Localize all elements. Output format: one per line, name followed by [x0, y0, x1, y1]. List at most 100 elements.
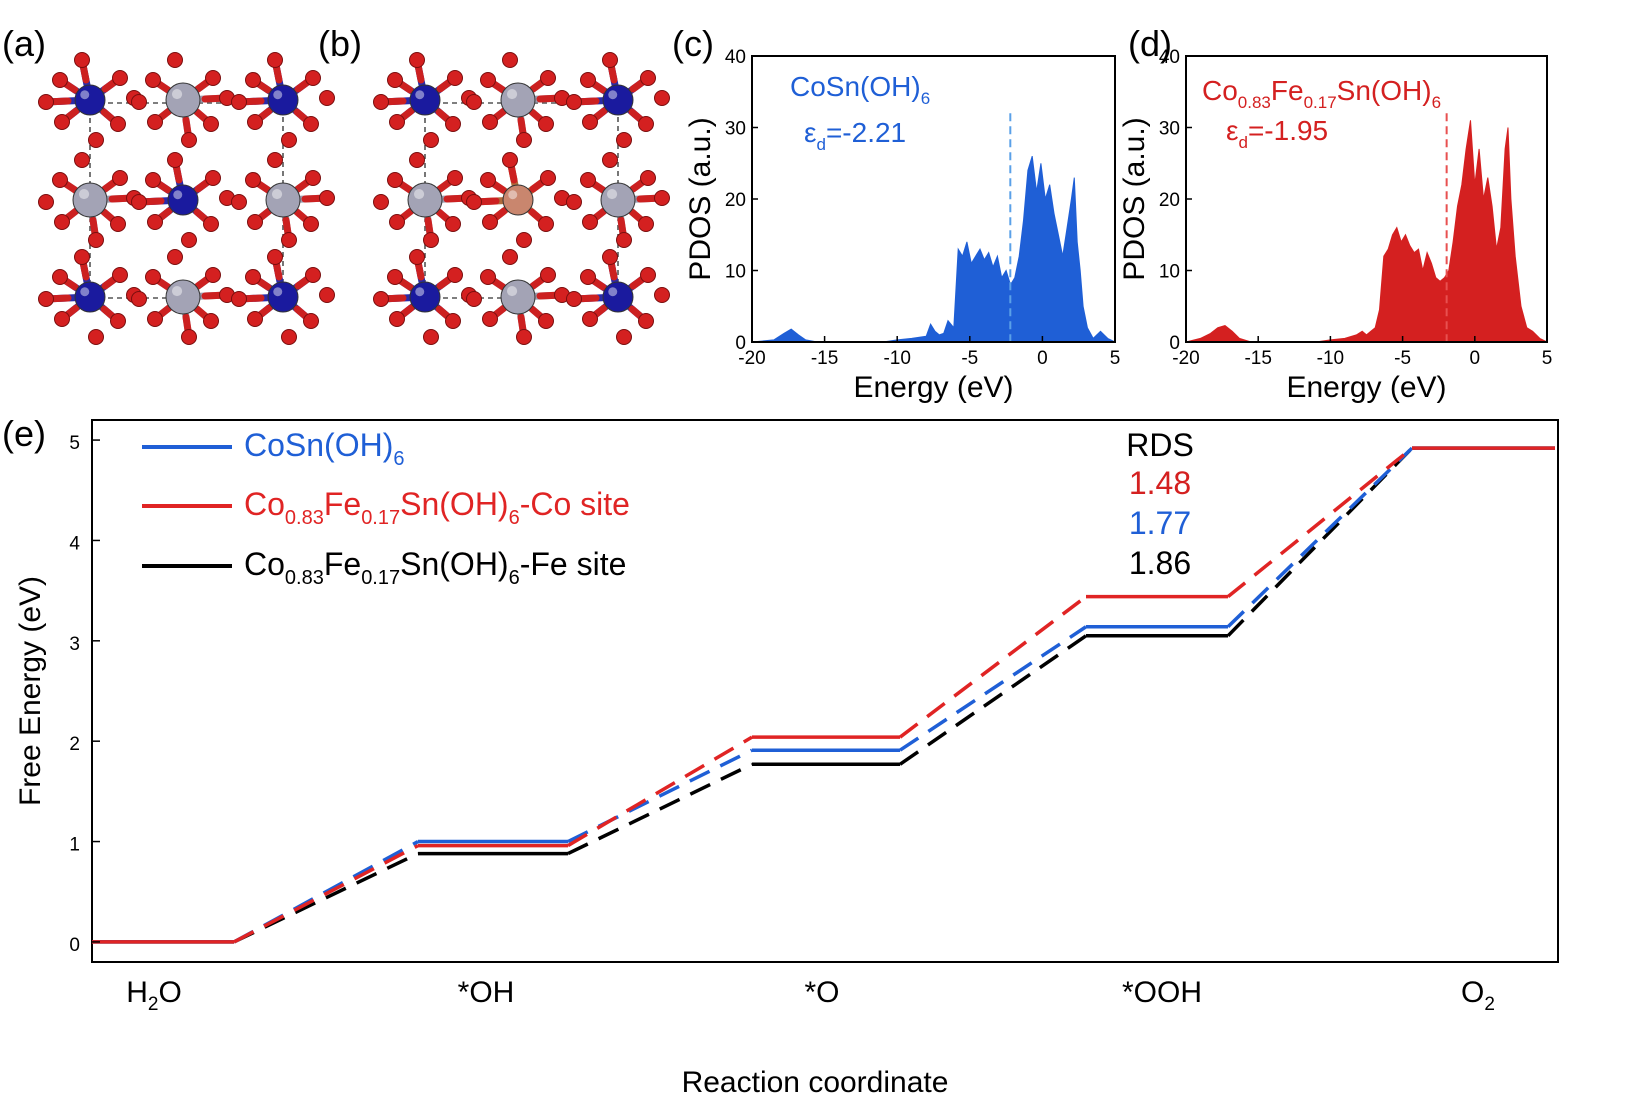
oxygen-atom: [52, 269, 68, 285]
oxygen-atom: [203, 313, 219, 329]
oxygen-atom: [516, 232, 532, 248]
oxygen-atom: [54, 311, 70, 327]
oxygen-atom: [147, 311, 163, 327]
oxygen-atom: [602, 152, 618, 168]
oxygen-atom: [38, 194, 54, 210]
panel-label-d: (d): [1128, 23, 1172, 64]
oxygen-atom: [445, 313, 461, 329]
oxygen-atom: [389, 114, 405, 130]
x-tick-label: -20: [1172, 348, 1199, 369]
oxygen-atom: [167, 152, 183, 168]
transition-line: [233, 840, 419, 944]
oxygen-atom: [181, 132, 197, 148]
oxygen-atom: [181, 232, 197, 248]
y-axis-label: Free Energy (eV): [14, 576, 47, 806]
oxygen-atom: [54, 114, 70, 130]
oxygen-atom: [145, 172, 161, 188]
sn-atom: [72, 182, 108, 218]
x-tick-label: 5: [1542, 348, 1553, 369]
d-band-center-label: εd=-1.95: [1226, 115, 1328, 152]
legend-label: CoSn(OH)6: [244, 427, 404, 470]
oxygen-atom: [247, 311, 263, 327]
crystal-structure-b: [373, 52, 670, 345]
sn-atom: [407, 182, 443, 218]
y-tick-label: 10: [1159, 262, 1180, 283]
oxygen-atom: [409, 52, 425, 68]
co-atom: [409, 84, 441, 116]
oxygen-atom: [231, 94, 247, 110]
oxygen-atom: [540, 170, 556, 186]
y-axis-label: PDOS (a.u.): [1118, 117, 1151, 280]
oxygen-atom: [616, 132, 632, 148]
oxygen-atom: [245, 172, 261, 188]
transition-line: [1226, 446, 1414, 599]
oxygen-atom: [88, 232, 104, 248]
oxygen-atom: [267, 249, 283, 265]
oxygen-atom: [267, 52, 283, 68]
panel-label-a: (a): [2, 23, 46, 64]
co-atom: [602, 84, 634, 116]
sn-atom: [500, 279, 536, 315]
oxygen-atom: [110, 116, 126, 132]
oxygen-atom: [281, 132, 297, 148]
rds-value: 1.77: [1129, 505, 1191, 541]
pdos-chart-c: -20 -15 -10 -5 0 5 0 10 20 30 40 Energy (eV) PDOS (a…: [684, 47, 1120, 404]
oxygen-atom: [654, 287, 670, 303]
oxygen-atom: [502, 152, 518, 168]
y-tick-label: 20: [725, 190, 746, 211]
oxygen-atom: [447, 267, 463, 283]
oxygen-atom: [303, 216, 319, 232]
oxygen-atom: [267, 152, 283, 168]
oxygen-atom: [281, 329, 297, 345]
oxygen-atom: [54, 214, 70, 230]
y-tick-label: 0: [69, 935, 80, 956]
y-tick-label: 30: [1159, 119, 1180, 140]
oxygen-atom: [112, 267, 128, 283]
oxygen-atom: [373, 194, 389, 210]
oxygen-atom: [131, 194, 147, 210]
oxygen-atom: [482, 311, 498, 327]
atom-highlight: [608, 287, 618, 297]
oxygen-atom: [305, 170, 321, 186]
panel-label-e: (e): [2, 413, 46, 454]
oxygen-atom: [74, 52, 90, 68]
panel-label-b: (b): [318, 23, 362, 64]
oxygen-atom: [538, 216, 554, 232]
sn-atom: [500, 82, 536, 118]
oxygen-atom: [582, 214, 598, 230]
y-tick-label: 1: [69, 835, 80, 856]
oxygen-atom: [516, 132, 532, 148]
atom-highlight: [273, 90, 283, 100]
transition-line: [898, 595, 1088, 739]
oxygen-atom: [145, 72, 161, 88]
transition-line: [233, 844, 419, 944]
d-band-center-label: εd=-2.21: [804, 117, 906, 154]
y-tick-label: 40: [725, 47, 746, 68]
oxygen-atom: [466, 291, 482, 307]
co-atom: [267, 281, 299, 313]
atom-highlight: [413, 188, 425, 200]
x-axis-label: Energy (eV): [853, 371, 1013, 404]
x-tick-label: -10: [883, 348, 910, 369]
oxygen-atom: [387, 72, 403, 88]
x-category-label: O2: [1461, 976, 1495, 1015]
atom-highlight: [508, 190, 518, 200]
y-tick-label: 5: [69, 433, 80, 454]
oxygen-atom: [445, 216, 461, 232]
atom-highlight: [271, 188, 283, 200]
atom-highlight: [506, 88, 518, 100]
x-tick-label: -5: [961, 348, 978, 369]
oxygen-atom: [88, 329, 104, 345]
y-tick-label: 30: [725, 119, 746, 140]
oxygen-atom: [638, 116, 654, 132]
transition-line: [899, 625, 1087, 752]
oxygen-atom: [482, 214, 498, 230]
oxygen-atom: [445, 116, 461, 132]
oxygen-atom: [245, 269, 261, 285]
y-tick-label: 3: [69, 634, 80, 655]
x-category-label: H2O: [126, 976, 182, 1015]
oxygen-atom: [502, 52, 518, 68]
oxygen-atom: [538, 116, 554, 132]
oxygen-atom: [566, 291, 582, 307]
oxygen-atom: [409, 249, 425, 265]
